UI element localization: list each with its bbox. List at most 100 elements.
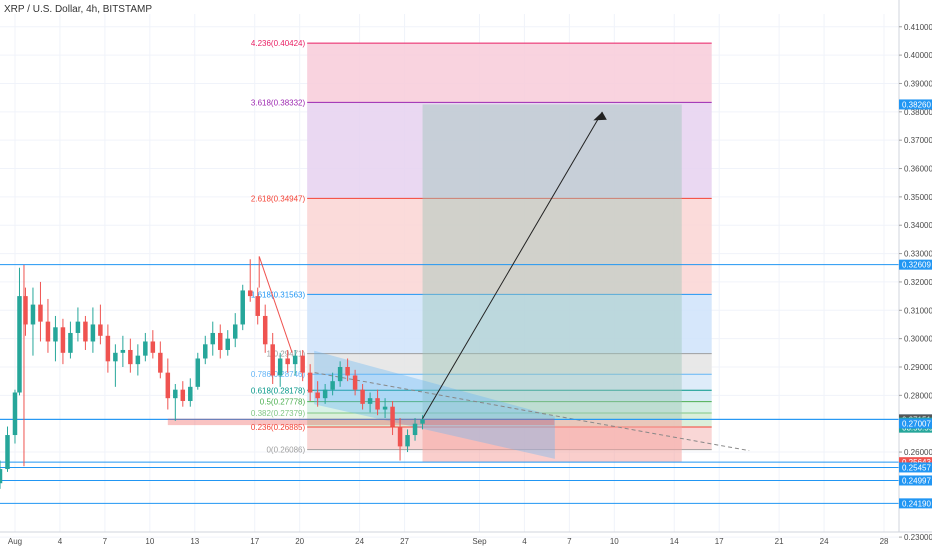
- candle-body: [375, 398, 380, 410]
- candle-body: [17, 296, 22, 393]
- fib-zone: [307, 374, 712, 391]
- time-tick-label: 13: [190, 537, 199, 546]
- candle-body: [270, 344, 275, 376]
- candle-body: [232, 324, 238, 339]
- price-badge-label: 0.25457: [902, 463, 931, 472]
- time-tick-label: 14: [670, 537, 679, 546]
- fib-zone: [307, 43, 712, 103]
- price-badge-label: 0.24190: [902, 499, 931, 508]
- candle-body: [38, 304, 43, 322]
- time-tick-label: 27: [400, 537, 409, 546]
- trend-line: [258, 256, 293, 353]
- fib-label: 0.236(0.26885): [251, 423, 306, 432]
- price-badge: [899, 498, 932, 509]
- price-badge: [899, 418, 932, 429]
- time-tick-label: 21: [775, 537, 784, 546]
- candle-body: [188, 386, 193, 402]
- candle-body: [360, 389, 365, 404]
- candle-body: [390, 406, 395, 427]
- price-tick-label: 0.38000: [904, 108, 932, 117]
- fib-label: 1(0.29471): [266, 350, 305, 359]
- candle-body: [113, 352, 118, 362]
- candle-body: [382, 406, 388, 410]
- support-zone: [167, 418, 555, 426]
- time-tick-label: 17: [250, 537, 259, 546]
- candle-body: [135, 355, 141, 365]
- price-badge: [899, 259, 932, 270]
- time-tick-label: 4: [522, 537, 527, 546]
- fib-label: 1.618(0.31563): [251, 290, 306, 299]
- price-tick-label: 0.39000: [904, 79, 932, 88]
- candle-body: [300, 355, 305, 373]
- time-tick-label: 24: [355, 537, 364, 546]
- time-tick-label: 7: [103, 537, 108, 546]
- long-position-stop-zone: [422, 419, 682, 463]
- price-tick-label: 0.23000: [904, 533, 932, 542]
- fib-zone: [307, 390, 712, 402]
- price-badge-label: 0.38260: [902, 100, 931, 109]
- fib-zone: [307, 198, 712, 295]
- time-tick-label: 28: [880, 537, 889, 546]
- candle-body: [277, 358, 283, 376]
- candle-body: [255, 296, 260, 316]
- price-tick-label: 0.36000: [904, 165, 932, 174]
- fib-zone: [307, 102, 712, 199]
- candle-body: [322, 389, 328, 399]
- candle-body: [120, 349, 126, 353]
- time-tick-label: 10: [610, 537, 619, 546]
- price-tick-label: 0.34000: [904, 221, 932, 230]
- time-tick-label: 24: [820, 537, 829, 546]
- candle-body: [225, 338, 230, 350]
- fib-label: 0.618(0.28178): [251, 386, 306, 395]
- price-badge: [899, 475, 932, 486]
- fib-zone: [307, 294, 712, 354]
- candle-body: [30, 304, 36, 325]
- candle-body: [150, 341, 156, 353]
- price-tick-label: 0.31000: [904, 306, 932, 315]
- price-tick-label: 0.40000: [904, 51, 932, 60]
- fib-label: 4.236(0.40424): [251, 39, 306, 48]
- candle-body: [143, 341, 148, 356]
- candle-body: [0, 469, 3, 484]
- candle-body: [180, 389, 186, 402]
- time-tick-label: 7: [567, 537, 572, 546]
- candle-body: [5, 435, 10, 470]
- candle-body: [397, 426, 403, 447]
- price-tick-label: 0.33000: [904, 250, 932, 259]
- projection-arrowhead: [593, 111, 607, 121]
- candle-body: [90, 324, 96, 342]
- time-tick-label: 17: [715, 537, 724, 546]
- price-badge-label: 0.32609: [902, 261, 931, 270]
- candle-body: [53, 327, 58, 342]
- fib-label: 0(0.26086): [266, 446, 305, 455]
- candle-body: [158, 352, 163, 373]
- candle-body: [173, 389, 178, 399]
- price-badge: [899, 99, 932, 110]
- price-badge: [899, 457, 932, 468]
- candle-body: [330, 381, 335, 390]
- candle-body: [352, 375, 358, 390]
- price-tick-label: 0.32000: [904, 278, 932, 287]
- candle-body: [412, 423, 418, 436]
- price-tick-label: 0.41000: [904, 23, 932, 32]
- candle-body: [292, 355, 298, 365]
- candle-body: [195, 358, 201, 387]
- candle-body: [23, 296, 28, 325]
- candle-body: [247, 290, 253, 297]
- candle-body: [210, 332, 216, 345]
- fib-label: 2.618(0.34947): [251, 194, 306, 203]
- candle-body: [105, 335, 111, 362]
- candle-body: [165, 372, 171, 399]
- price-tick-label: 0.30000: [904, 335, 932, 344]
- candle-body: [307, 372, 313, 393]
- price-badge-label: 0.24997: [902, 476, 931, 485]
- candle-body: [75, 321, 81, 333]
- descending-channel: [314, 350, 555, 459]
- candle-body: [68, 332, 73, 353]
- price-tick-label: 0.26000: [904, 448, 932, 457]
- candle-body: [240, 290, 245, 325]
- candle-body: [98, 324, 103, 336]
- price-badge-label: 0.27007: [902, 419, 931, 428]
